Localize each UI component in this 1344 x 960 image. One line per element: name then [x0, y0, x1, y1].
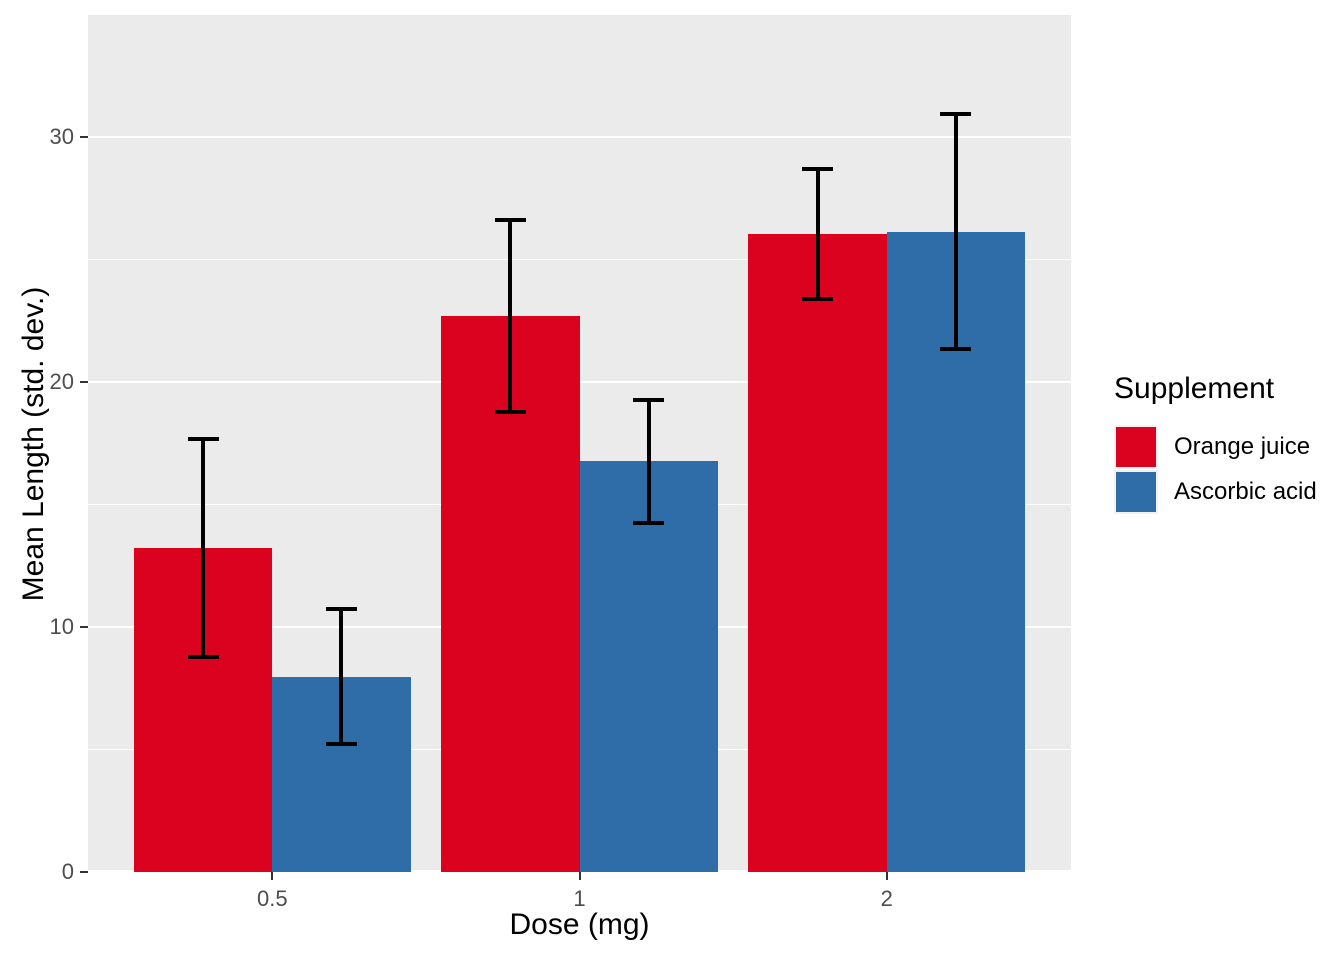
plot-panel	[88, 15, 1071, 872]
errorbar-ascorbic-acid-dose-0.5-cap-top	[326, 607, 357, 612]
y-axis: 0 10 20 30	[0, 15, 88, 884]
x-tick-mark-0.5	[271, 872, 274, 880]
errorbar-orange-juice-dose-1-cap-bottom	[495, 409, 526, 414]
gridline-minor-25	[88, 259, 1071, 261]
y-tick-mark-30	[80, 136, 88, 139]
legend-key-orange-juice	[1114, 424, 1158, 469]
legend-key-ascorbic-acid	[1114, 469, 1158, 514]
errorbar-ascorbic-acid-dose-1-cap-top	[633, 397, 664, 402]
bar-ascorbic-acid-dose-1	[579, 461, 718, 872]
y-tick-mark-10	[80, 626, 88, 629]
bar-orange-juice-dose-2	[748, 233, 887, 872]
errorbar-orange-juice-dose-2-line	[815, 168, 820, 300]
x-tick-label-0.5: 0.5	[257, 886, 288, 911]
errorbar-orange-juice-dose-0.5-cap-top	[187, 436, 219, 441]
errorbar-ascorbic-acid-dose-1-line	[646, 399, 651, 524]
x-tick-mark-1	[578, 872, 581, 880]
legend-label-ascorbic-acid: Ascorbic acid	[1174, 477, 1317, 505]
legend-title: Supplement	[1114, 372, 1275, 405]
legend-item-orange-juice: Orange juice	[1114, 424, 1317, 469]
errorbar-orange-juice-dose-2-cap-top	[802, 166, 833, 171]
errorbar-ascorbic-acid-dose-2-cap-top	[940, 112, 972, 117]
errorbar-orange-juice-dose-2-cap-bottom	[802, 297, 833, 302]
x-tick-label-2: 2	[880, 886, 893, 911]
legend-swatch-orange-juice	[1116, 426, 1156, 467]
errorbar-orange-juice-dose-0.5-cap-bottom	[187, 655, 219, 660]
errorbar-ascorbic-acid-dose-0.5-line	[339, 609, 344, 744]
errorbar-orange-juice-dose-1-cap-top	[495, 218, 526, 223]
errorbar-ascorbic-acid-dose-2-cap-bottom	[940, 347, 972, 352]
x-tick-label-1: 1	[573, 886, 586, 911]
legend-items: Orange juice Ascorbic acid	[1114, 424, 1317, 514]
y-tick-label-0: 0	[61, 859, 74, 884]
errorbar-orange-juice-dose-0.5-line	[201, 438, 206, 658]
errorbar-ascorbic-acid-dose-1-cap-bottom	[633, 521, 664, 526]
y-tick-label-10: 10	[49, 614, 74, 640]
y-tick-label-30: 30	[49, 124, 74, 150]
x-tick-mark-2	[885, 872, 888, 880]
errorbar-ascorbic-acid-dose-2-line	[953, 114, 958, 350]
y-tick-mark-0	[80, 871, 88, 873]
legend-swatch-ascorbic-acid	[1116, 471, 1156, 512]
errorbar-ascorbic-acid-dose-0.5-cap-bottom	[326, 741, 357, 746]
gridline-major-20	[88, 381, 1071, 384]
x-axis: 0.5 1 2	[88, 872, 1071, 932]
legend: Supplement Orange juice Ascorbic acid	[1114, 372, 1317, 514]
y-tick-mark-20	[80, 381, 88, 384]
x-axis-title: Dose (mg)	[509, 908, 650, 941]
gridline-major-30	[88, 136, 1071, 139]
legend-label-orange-juice: Orange juice	[1174, 432, 1311, 460]
errorbar-orange-juice-dose-1-line	[508, 220, 513, 412]
legend-item-ascorbic-acid: Ascorbic acid	[1114, 469, 1317, 514]
y-tick-label-20: 20	[49, 369, 74, 395]
